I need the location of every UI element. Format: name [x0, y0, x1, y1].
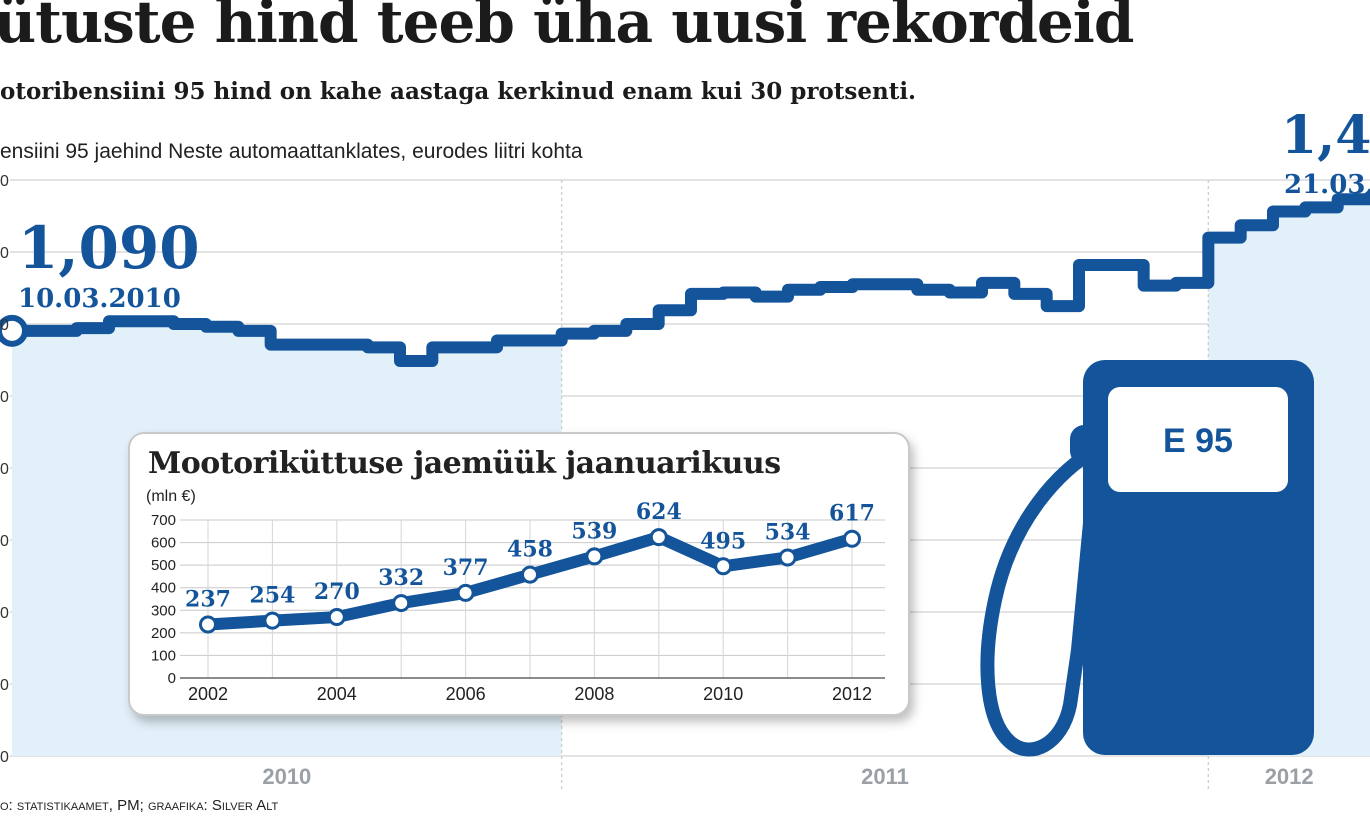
inset-value-label: 237 [185, 587, 231, 613]
start-date-label: 10.03.2010 [18, 284, 181, 314]
inset-x-tick-label: 2006 [446, 684, 486, 704]
inset-value-label: 624 [636, 499, 682, 525]
inset-title: Mootoriküttuse jaemüük jaanuarikuus [148, 446, 781, 481]
inset-x-tick-label: 2012 [832, 684, 872, 704]
inset-unit-label: (mln €) [146, 488, 196, 505]
units-label: ensiini 95 jaehind Neste automaattanklat… [0, 140, 583, 163]
inset-x-tick-labels: 2002 2004 2006 2008 2010 2012 [188, 684, 872, 704]
end-date-label: 21.03.2 [1284, 170, 1370, 200]
inset-point [778, 548, 797, 567]
inset-value-label: 458 [507, 537, 553, 563]
inset-value-label: 270 [314, 579, 360, 605]
inset-value-label: 495 [700, 528, 746, 554]
main-y-tick-label: 0 [0, 749, 9, 766]
subtitle: otoribensiini 95 hind on kahe aastaga ke… [0, 78, 917, 105]
inset-value-label: 377 [443, 555, 489, 581]
main-x-tick-label: 2011 [861, 764, 909, 789]
inset-points [199, 528, 861, 634]
y-tick-labels: 0 0 0 0 0 0 0 0 0 [0, 173, 9, 766]
inset-y-tick-label: 300 [151, 602, 176, 619]
main-x-tick-label: 2012 [1265, 764, 1314, 789]
inset-y-tick-label: 400 [151, 580, 176, 597]
inset-point [263, 611, 282, 630]
source-credit: o: statistikaamet, PM; graafika: Silver … [0, 797, 279, 814]
pump-label: E 95 [1163, 422, 1233, 460]
inset-x-tick-label: 2002 [188, 684, 228, 704]
inset-point [199, 615, 217, 634]
start-point-marker [0, 314, 28, 347]
inset-value-label: 332 [378, 565, 424, 591]
inset-y-tick-labels: 0 100 200 300 400 500 600 700 [151, 512, 176, 687]
inset-value-labels: 237 254 270 332 377 458 539 624 495 534 617 [185, 499, 875, 612]
main-y-tick-label: 0 [0, 317, 9, 334]
inset-value-label: 617 [829, 501, 875, 527]
inset-point [327, 608, 346, 627]
headline: ütuste hind teeb üha uusi rekordeid [0, 0, 1134, 56]
end-value-label: 1,42 [1281, 105, 1370, 166]
inset-value-label: 539 [571, 518, 617, 544]
inset-point [585, 547, 604, 566]
inset-point [521, 565, 539, 584]
main-y-tick-label: 0 [0, 677, 9, 694]
price-line [6, 190, 1370, 368]
inset-point [714, 557, 733, 576]
inset-value-label: 254 [249, 583, 295, 609]
inset-y-tick-label: 500 [151, 557, 176, 574]
inset-point [649, 528, 668, 547]
start-value-label: 1,090 [18, 214, 200, 282]
main-y-tick-label: 0 [0, 605, 9, 622]
inset-y-tick-label: 0 [168, 670, 176, 687]
inset-point [392, 594, 411, 613]
inset-panel: Mootoriküttuse jaemüük jaanuarikuus (mln… [128, 432, 910, 716]
inset-point [456, 583, 475, 602]
main-y-tick-label: 0 [0, 461, 9, 478]
inset-y-tick-label: 600 [151, 535, 176, 552]
main-y-tick-label: 0 [0, 389, 9, 406]
inset-y-tick-label: 200 [151, 625, 176, 642]
inset-x-tick-label: 2010 [703, 684, 743, 704]
main-y-tick-label: 0 [0, 245, 9, 262]
inset-value-label: 534 [765, 519, 811, 545]
inset-x-tick-label: 2004 [317, 684, 357, 704]
fuel-pump-icon: E 95 [980, 360, 1314, 757]
main-x-tick-label: 2010 [262, 764, 311, 789]
main-y-tick-label: 0 [0, 173, 9, 190]
inset-point [843, 529, 861, 548]
x-tick-labels: 2010 2011 2012 [262, 764, 1313, 789]
main-y-tick-label: 0 [0, 533, 9, 550]
inset-y-tick-label: 100 [151, 647, 176, 664]
inset-y-tick-label: 700 [151, 512, 176, 529]
inset-x-tick-label: 2008 [574, 684, 614, 704]
